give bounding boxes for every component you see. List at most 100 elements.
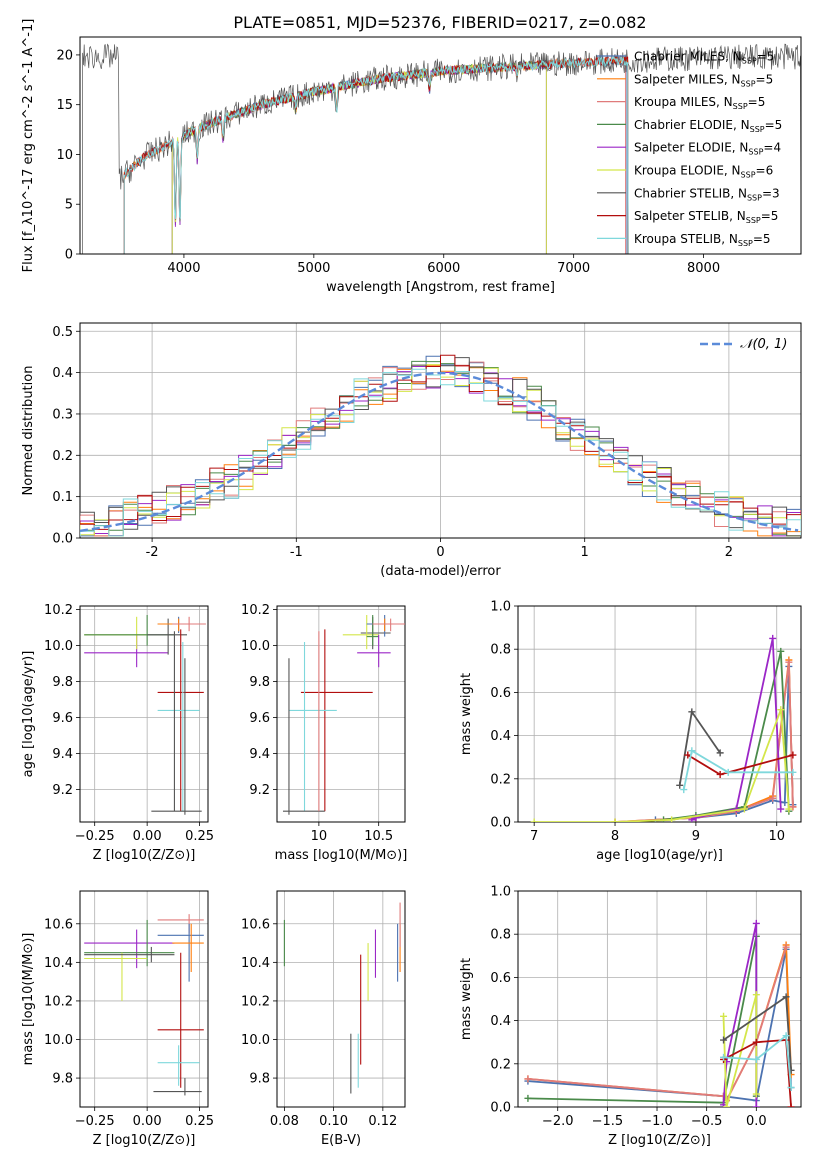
y-tick-label: 10.6: [44, 917, 73, 932]
chart-mass-weight-vs-Z: −2.0 −1.5 −1.0 −0.5 0.0 0.0 0.2 0.4 0.6 0.8 1.0 Z […: [459, 885, 802, 1148]
weight-marker: [769, 634, 777, 642]
x-tick-label: −2.0: [542, 1114, 574, 1129]
weight-marker: [680, 786, 688, 794]
weight-marker: [716, 770, 724, 778]
x-tick-label: 0.08: [270, 1114, 299, 1129]
x-tick-label: 0.25: [185, 829, 214, 844]
plot-frame: [517, 890, 802, 1108]
x-tick-label: 1: [581, 545, 589, 560]
y-tick-label: 10.6: [241, 917, 270, 932]
chart-mass-vs-Z: −0.25 0.00 0.25 9.8 10.0 10.2 10.4 10.6 Z [log10…: [21, 890, 214, 1148]
weight-marker: [785, 805, 793, 813]
weight-marker: [769, 794, 777, 802]
chart-age-vs-mass: 10 10.5 9.2 9.4 9.6 9.8 10.0 10.2 mass [log10(M/…: [241, 603, 407, 863]
x-tick-label: −0.5: [691, 1114, 723, 1129]
spectrum-series: [123, 55, 629, 254]
weight-marker: [688, 747, 696, 755]
weight-marker: [777, 805, 785, 813]
weight-marker: [668, 816, 676, 822]
x-tick-label: 5000: [297, 261, 330, 276]
spectrum-lines: [82, 43, 801, 254]
plot-frame: [79, 890, 209, 1108]
y-axis-label: Flux [f_λ10^-17 erg cm^-2 s^-1 A^-1]: [21, 19, 36, 273]
weight-marker: [752, 919, 760, 927]
legend-label: Salpeter MILES, NSSP=5: [634, 72, 773, 88]
legend-label: Salpeter STELIB, NSSP=5: [634, 209, 778, 225]
chart-spectrum: 4000 5000 6000 7000 8000 0 5 10 15 20 wavelength […: [21, 19, 802, 295]
weight-marker: [789, 751, 797, 759]
x-tick-label: 0.0: [746, 1114, 767, 1129]
x-tick-label: −1.0: [641, 1114, 673, 1129]
y-tick-label: 10.4: [44, 956, 73, 971]
histograms: [80, 354, 801, 537]
y-tick-label: 9.8: [249, 1072, 270, 1087]
weight-series: [534, 709, 790, 822]
weight-series: [527, 944, 792, 1103]
weight-marker: [782, 1032, 790, 1040]
normal-curve: [80, 371, 799, 532]
x-tick-label: 10.5: [364, 829, 393, 844]
x-axis-label: Z [log10(Z/Z⊙)]: [93, 848, 196, 863]
weight-marker: [752, 1038, 760, 1046]
y-tick-label: 15: [56, 98, 73, 113]
y-tick-label: 0: [65, 248, 73, 263]
legend-label: Chabrier STELIB, NSSP=3: [634, 186, 780, 202]
y-tick-label: 9.4: [52, 747, 73, 762]
weight-marker: [777, 647, 785, 655]
y-tick-label: 20: [56, 48, 73, 63]
x-axis-label: Z [log10(Z/Z⊙)]: [608, 1133, 711, 1148]
x-axis-label: wavelength [Angstrom, rest frame]: [326, 280, 555, 295]
weight-marker: [611, 818, 619, 822]
y-tick-label: 0.1: [52, 490, 73, 505]
x-tick-label: −0.25: [75, 829, 115, 844]
y-axis-label: mass [log10(M/M⊙)]: [21, 933, 36, 1066]
plot-frame: [517, 605, 802, 823]
weight-marker: [524, 1094, 532, 1102]
plot-frame: [79, 605, 209, 823]
y-tick-label: 9.8: [52, 1072, 73, 1087]
legend-label: Kroupa MILES, NSSP=5: [634, 95, 765, 111]
y-tick-label: 9.4: [249, 747, 270, 762]
weight-marker: [789, 803, 797, 811]
weight-series: [682, 749, 793, 790]
y-tick-label: 9.2: [249, 783, 270, 798]
weight-marker: [787, 1084, 795, 1092]
y-axis-label: Normed distribution: [21, 366, 36, 496]
y-tick-label: 0.4: [490, 729, 511, 744]
x-axis-label: age [log10(age/yr)]: [596, 848, 723, 863]
y-tick-label: 10.0: [44, 1033, 73, 1048]
x-tick-label: 2: [725, 545, 733, 560]
weight-marker: [752, 991, 760, 999]
y-tick-label: 0.6: [490, 686, 511, 701]
legend-label: Kroupa STELIB, NSSP=5: [634, 232, 771, 248]
x-tick-label: 0.12: [368, 1114, 397, 1129]
x-tick-label: 7000: [557, 261, 590, 276]
y-tick-label: 10.4: [241, 956, 270, 971]
weight-marker: [724, 768, 732, 776]
weight-marker: [787, 1103, 795, 1107]
spectrum-series: [123, 55, 628, 254]
legend-label: Chabrier MILES, NSSP=5: [634, 50, 774, 66]
spectrum-series: [123, 56, 627, 254]
legend-label: Salpeter ELODIE, NSSP=4: [634, 141, 781, 157]
weight-series: [614, 659, 794, 822]
weight-marker: [530, 818, 538, 822]
chart-mass-vs-ebv: 0.08 0.10 0.12 9.8 10.0 10.2 10.4 10.6 E(B-V): [241, 890, 406, 1148]
y-tick-label: 1.0: [490, 885, 511, 900]
y-tick-label: 10.2: [44, 603, 73, 618]
y-tick-label: 10.0: [241, 639, 270, 654]
y-tick-label: 0.3: [52, 407, 73, 422]
x-axis-label: (data-model)/error: [380, 564, 501, 579]
x-tick-label: −1.5: [592, 1114, 624, 1129]
plot-frame: [276, 890, 406, 1108]
weight-marker: [716, 749, 724, 757]
y-tick-label: 10.0: [241, 1033, 270, 1048]
weight-marker: [782, 993, 790, 1001]
error-bars: [283, 902, 401, 1094]
weight-series: [723, 1033, 792, 1088]
y-tick-label: 0.0: [490, 1101, 511, 1116]
y-tick-label: 0.4: [490, 1014, 511, 1029]
y-tick-label: 10.0: [44, 639, 73, 654]
y-tick-label: 0.8: [490, 928, 511, 943]
